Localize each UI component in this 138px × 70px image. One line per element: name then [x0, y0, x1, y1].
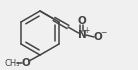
Text: O: O	[22, 58, 30, 68]
Text: N: N	[78, 30, 86, 40]
Text: O: O	[78, 16, 86, 26]
Text: O: O	[94, 32, 102, 42]
Text: −: −	[100, 28, 106, 38]
Text: +: +	[83, 25, 90, 35]
Text: CH₃: CH₃	[4, 59, 20, 67]
